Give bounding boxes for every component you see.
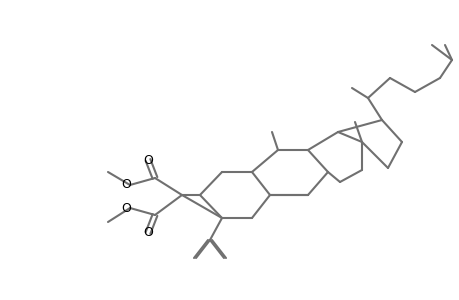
Text: O: O bbox=[143, 226, 152, 239]
Text: O: O bbox=[121, 178, 131, 191]
Text: O: O bbox=[143, 154, 152, 166]
Text: O: O bbox=[121, 202, 131, 214]
